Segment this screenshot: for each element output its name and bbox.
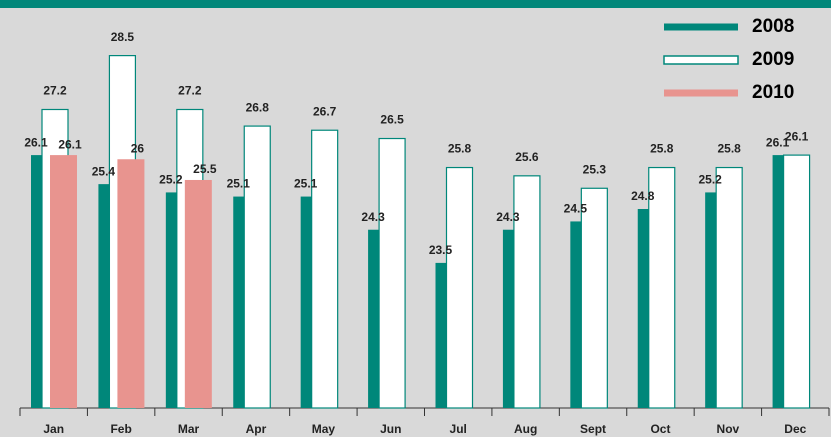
bar — [117, 159, 145, 408]
x-tick-label: Apr — [246, 422, 267, 436]
bar — [300, 196, 312, 408]
value-label: 25.5 — [193, 162, 217, 176]
bar — [705, 192, 717, 408]
x-tick-label: Dec — [784, 422, 806, 436]
value-label: 24.3 — [496, 210, 520, 224]
value-label: 26.1 — [785, 129, 809, 143]
bar — [243, 125, 271, 409]
value-label: 27.2 — [43, 84, 67, 98]
bar — [648, 166, 676, 409]
value-label: 25.1 — [227, 177, 251, 191]
x-tick-label: Aug — [514, 422, 537, 436]
x-tick-label: Nov — [717, 422, 740, 436]
bar — [445, 166, 474, 409]
bar — [772, 155, 784, 408]
value-label: 23.5 — [429, 243, 453, 257]
value-label: 25.8 — [650, 142, 674, 156]
value-label: 26.1 — [766, 135, 790, 149]
x-tick-label: Jul — [450, 422, 467, 436]
x-tick-label: Jan — [43, 422, 64, 436]
bar — [580, 187, 608, 409]
value-label: 25.3 — [583, 162, 607, 176]
bar — [513, 175, 541, 409]
top-band — [0, 0, 831, 8]
bar — [31, 155, 42, 408]
bar — [311, 129, 339, 409]
bar — [184, 179, 212, 408]
value-label: 26.1 — [24, 135, 48, 149]
legend-label: 2008 — [752, 16, 794, 37]
bar — [98, 184, 110, 408]
value-label: 24.3 — [361, 210, 385, 224]
bar — [50, 155, 77, 408]
bar — [782, 154, 811, 409]
value-label: 25.8 — [717, 142, 741, 156]
bar — [570, 221, 582, 408]
x-tick-label: Mar — [178, 422, 200, 436]
legend-label: 2010 — [752, 82, 794, 103]
x-tick-label: Jun — [380, 422, 401, 436]
legend-label: 2009 — [752, 49, 794, 70]
bar — [233, 196, 245, 408]
x-tick-label: Sept — [580, 422, 606, 436]
value-label: 24.5 — [564, 202, 588, 216]
value-label: 24.8 — [631, 189, 655, 203]
bar — [378, 137, 406, 409]
legend-swatch — [663, 55, 739, 65]
bar — [715, 166, 743, 409]
value-label: 26.8 — [246, 100, 270, 114]
value-label: 27.2 — [178, 84, 202, 98]
x-tick-label: May — [312, 422, 336, 436]
x-tick-label: Feb — [110, 422, 131, 436]
value-label: 26 — [131, 141, 145, 155]
bar — [637, 209, 649, 408]
value-label: 26.5 — [380, 113, 404, 127]
value-label: 25.2 — [698, 173, 722, 187]
value-label: 25.8 — [448, 142, 472, 156]
value-label: 28.5 — [111, 30, 135, 44]
value-label: 25.4 — [92, 164, 116, 178]
x-tick-label: Oct — [650, 422, 670, 436]
value-label: 26.1 — [58, 137, 82, 151]
value-label: 26.7 — [313, 104, 337, 118]
value-label: 25.1 — [294, 177, 318, 191]
bar — [502, 229, 514, 408]
value-label: 25.6 — [515, 150, 539, 164]
bar — [368, 229, 380, 408]
bar — [165, 192, 177, 408]
bar — [435, 262, 447, 408]
value-label: 25.2 — [159, 173, 183, 187]
